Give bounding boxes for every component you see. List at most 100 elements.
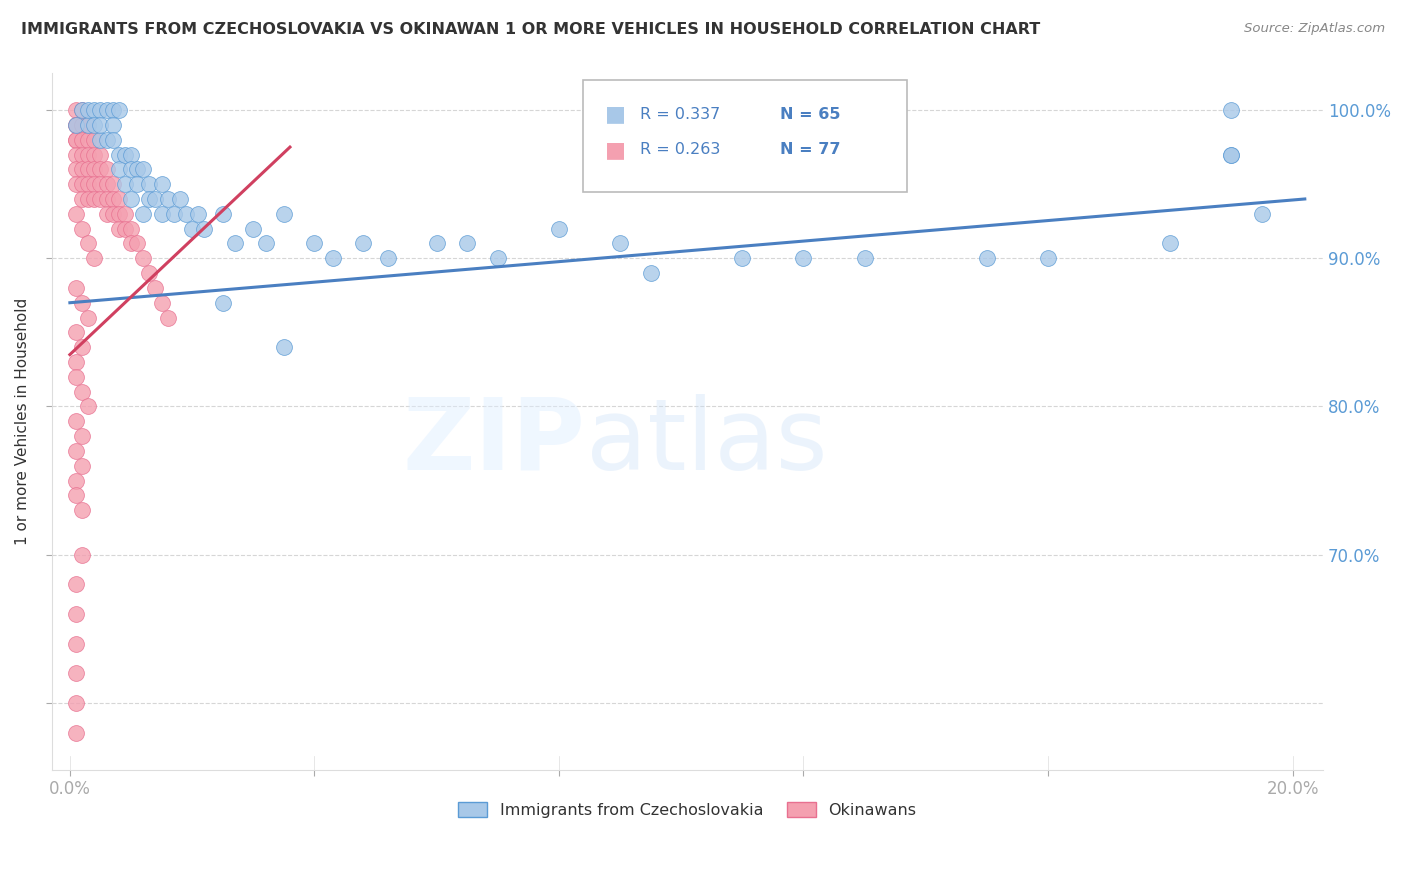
Text: R = 0.263: R = 0.263 bbox=[640, 143, 720, 157]
Point bbox=[114, 177, 136, 191]
Point bbox=[65, 637, 87, 651]
Point bbox=[976, 252, 998, 266]
Point bbox=[65, 488, 87, 502]
Point bbox=[1220, 103, 1243, 117]
Point bbox=[138, 192, 160, 206]
Point bbox=[70, 192, 93, 206]
Point bbox=[83, 103, 105, 117]
Point bbox=[70, 162, 93, 177]
Point bbox=[273, 207, 295, 221]
Point bbox=[65, 133, 87, 147]
Point bbox=[77, 400, 100, 414]
Point bbox=[322, 252, 344, 266]
Point bbox=[70, 503, 93, 517]
Point bbox=[138, 177, 160, 191]
Point bbox=[65, 444, 87, 458]
Point bbox=[65, 414, 87, 428]
Point bbox=[65, 666, 87, 681]
Point bbox=[150, 295, 173, 310]
Point bbox=[193, 221, 215, 235]
Point bbox=[853, 252, 876, 266]
Point bbox=[107, 192, 129, 206]
Point bbox=[114, 221, 136, 235]
Point bbox=[89, 177, 111, 191]
Point bbox=[77, 236, 100, 251]
Point bbox=[65, 147, 87, 161]
Point bbox=[83, 177, 105, 191]
Text: R = 0.337: R = 0.337 bbox=[640, 107, 720, 121]
Point bbox=[163, 207, 186, 221]
Point bbox=[65, 607, 87, 621]
Point bbox=[114, 147, 136, 161]
Point bbox=[70, 295, 93, 310]
Point bbox=[169, 192, 191, 206]
Point bbox=[65, 577, 87, 591]
Point bbox=[101, 118, 124, 132]
Point bbox=[242, 221, 264, 235]
Point bbox=[132, 162, 155, 177]
Point bbox=[96, 133, 118, 147]
Point bbox=[101, 177, 124, 191]
Point bbox=[77, 133, 100, 147]
Point bbox=[120, 147, 142, 161]
Point bbox=[70, 133, 93, 147]
Point bbox=[609, 236, 631, 251]
Point bbox=[211, 295, 233, 310]
Point bbox=[70, 458, 93, 473]
Point bbox=[70, 429, 93, 443]
Point bbox=[156, 310, 179, 325]
Point bbox=[107, 147, 129, 161]
Point bbox=[352, 236, 374, 251]
Point bbox=[77, 177, 100, 191]
Point bbox=[65, 162, 87, 177]
Point bbox=[132, 252, 155, 266]
Point bbox=[65, 118, 87, 132]
Point bbox=[150, 207, 173, 221]
Point bbox=[640, 266, 662, 280]
Point bbox=[89, 162, 111, 177]
Legend: Immigrants from Czechoslovakia, Okinawans: Immigrants from Czechoslovakia, Okinawan… bbox=[451, 796, 922, 824]
Point bbox=[65, 177, 87, 191]
Point bbox=[65, 118, 87, 132]
Point bbox=[304, 236, 326, 251]
Point bbox=[101, 133, 124, 147]
Point bbox=[101, 207, 124, 221]
Point bbox=[107, 103, 129, 117]
Point bbox=[254, 236, 277, 251]
Point bbox=[187, 207, 209, 221]
Point bbox=[150, 177, 173, 191]
Point bbox=[96, 162, 118, 177]
Point bbox=[89, 103, 111, 117]
Point bbox=[65, 696, 87, 710]
Point bbox=[101, 103, 124, 117]
Point bbox=[96, 207, 118, 221]
Point bbox=[65, 207, 87, 221]
Point bbox=[174, 207, 197, 221]
Point bbox=[70, 340, 93, 354]
Point bbox=[273, 340, 295, 354]
Point bbox=[426, 236, 449, 251]
Point bbox=[77, 162, 100, 177]
Text: N = 65: N = 65 bbox=[780, 107, 841, 121]
Point bbox=[486, 252, 509, 266]
Point bbox=[83, 162, 105, 177]
Point bbox=[65, 118, 87, 132]
Point bbox=[120, 192, 142, 206]
Point bbox=[65, 103, 87, 117]
Point bbox=[83, 252, 105, 266]
Point bbox=[101, 192, 124, 206]
Point bbox=[145, 192, 167, 206]
Point bbox=[792, 252, 814, 266]
Point bbox=[107, 221, 129, 235]
Point bbox=[132, 207, 155, 221]
Text: IMMIGRANTS FROM CZECHOSLOVAKIA VS OKINAWAN 1 OR MORE VEHICLES IN HOUSEHOLD CORRE: IMMIGRANTS FROM CZECHOSLOVAKIA VS OKINAW… bbox=[21, 22, 1040, 37]
Point bbox=[89, 133, 111, 147]
Point bbox=[83, 118, 105, 132]
Text: Source: ZipAtlas.com: Source: ZipAtlas.com bbox=[1244, 22, 1385, 36]
Point bbox=[77, 103, 100, 117]
Point bbox=[65, 369, 87, 384]
Point bbox=[65, 474, 87, 488]
Point bbox=[96, 177, 118, 191]
Point bbox=[224, 236, 246, 251]
Point bbox=[1036, 252, 1059, 266]
